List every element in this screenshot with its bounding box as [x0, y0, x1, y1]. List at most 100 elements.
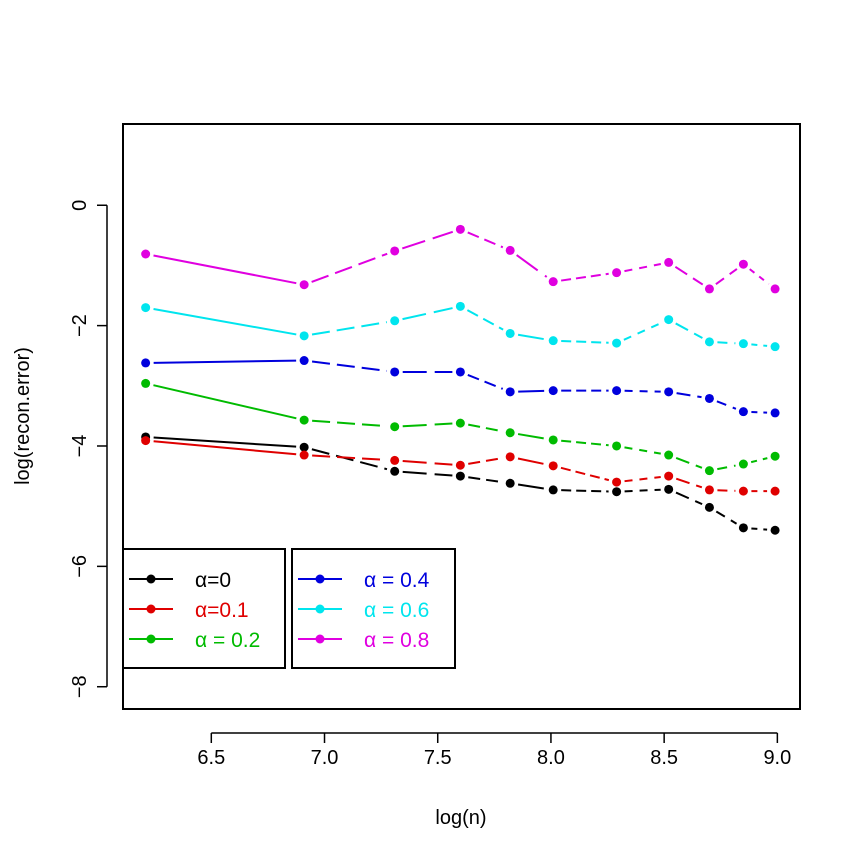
data-point	[612, 441, 622, 451]
data-point	[664, 484, 674, 494]
data-point	[770, 525, 780, 535]
legend-marker	[146, 604, 156, 614]
series-segment	[468, 457, 503, 465]
series-segment	[153, 359, 297, 364]
legend-value: = 0.8	[376, 629, 429, 652]
data-point	[548, 277, 558, 287]
data-point	[455, 301, 465, 311]
legend-marker	[315, 634, 325, 644]
legend-alpha-symbol: α	[195, 569, 207, 592]
series-segment	[623, 321, 662, 341]
series-2	[141, 436, 780, 496]
legend-label: α = 0.6	[364, 599, 429, 622]
data-point	[299, 442, 309, 452]
series-segment	[715, 510, 738, 525]
series-segment	[675, 477, 703, 489]
data-point	[704, 284, 714, 294]
data-point	[738, 407, 748, 417]
x-tick-label: 7.0	[311, 747, 339, 769]
legend-value: = 0.4	[376, 569, 429, 592]
series-segment	[517, 333, 546, 341]
series-segment	[516, 254, 548, 278]
data-point	[704, 466, 714, 476]
series-4	[141, 356, 780, 418]
data-point	[141, 436, 151, 446]
legend-value: =0	[207, 569, 231, 592]
data-point	[390, 466, 400, 476]
data-point	[548, 386, 558, 396]
data-point	[390, 422, 400, 432]
data-point	[455, 367, 465, 377]
series-segment	[153, 307, 297, 336]
series-segment	[674, 265, 704, 286]
series-segment	[402, 422, 453, 428]
data-point	[770, 451, 780, 461]
series-segment	[624, 446, 661, 455]
series-segment	[402, 470, 453, 477]
data-point	[390, 316, 400, 326]
y-tick-label: −2	[69, 314, 91, 337]
series-segment	[717, 341, 736, 345]
series-1	[141, 432, 780, 535]
data-point	[505, 478, 515, 488]
data-point	[505, 245, 515, 255]
data-point	[505, 387, 515, 397]
x-tick-label: 7.5	[424, 747, 452, 769]
legend-label: α = 0.8	[364, 629, 429, 652]
data-point	[664, 257, 674, 267]
legend-alpha-symbol: α	[364, 599, 376, 622]
series-segment	[402, 307, 453, 321]
series-segment	[751, 343, 768, 347]
series-segment	[624, 476, 661, 483]
data-point	[141, 303, 151, 313]
plot-frame	[122, 123, 801, 710]
series-segment	[751, 410, 768, 414]
series-segment	[153, 254, 297, 285]
data-point	[299, 450, 309, 460]
data-point	[738, 486, 748, 496]
data-point	[141, 249, 151, 259]
series-layer	[141, 224, 780, 535]
data-point	[704, 337, 714, 347]
x-axis: 6.5 7.0 7.5 8.0 8.5 9.0	[197, 732, 791, 769]
series-segment	[716, 400, 737, 410]
data-point	[770, 284, 780, 294]
series-segment	[153, 440, 297, 456]
legend-value: = 0.2	[207, 629, 260, 652]
legend-label: α=0.1	[195, 599, 249, 622]
legend-alpha-symbol: α	[364, 629, 376, 652]
series-segment	[624, 389, 661, 393]
data-point	[548, 336, 558, 346]
series-segment	[402, 460, 453, 466]
series-segment	[560, 466, 610, 482]
y-tick-label: −8	[69, 675, 91, 698]
legend-marker	[315, 604, 325, 614]
data-point	[505, 452, 515, 462]
series-segment	[676, 392, 702, 399]
legend-alpha-symbol: α	[364, 569, 376, 592]
data-point	[738, 459, 748, 469]
data-point	[664, 450, 674, 460]
series-segment	[518, 389, 546, 393]
legend-marker	[315, 574, 325, 584]
data-point	[455, 224, 465, 234]
series-segment	[467, 373, 504, 390]
legend-marker	[146, 634, 156, 644]
series-segment	[311, 321, 387, 336]
series-segment	[675, 491, 703, 506]
data-point	[390, 455, 400, 465]
series-segment	[153, 384, 297, 420]
data-point	[612, 487, 622, 497]
data-point	[664, 315, 674, 325]
series-segment	[311, 360, 387, 372]
legend-alpha-symbol: α	[195, 599, 207, 622]
data-point	[704, 502, 714, 512]
data-point	[455, 418, 465, 428]
data-point	[141, 378, 151, 388]
series-segment	[750, 457, 768, 464]
legend-label: α = 0.4	[364, 569, 430, 592]
data-point	[548, 435, 558, 445]
legend-marker	[146, 574, 156, 584]
series-5	[141, 301, 780, 352]
x-tick-label: 8.5	[650, 747, 678, 769]
